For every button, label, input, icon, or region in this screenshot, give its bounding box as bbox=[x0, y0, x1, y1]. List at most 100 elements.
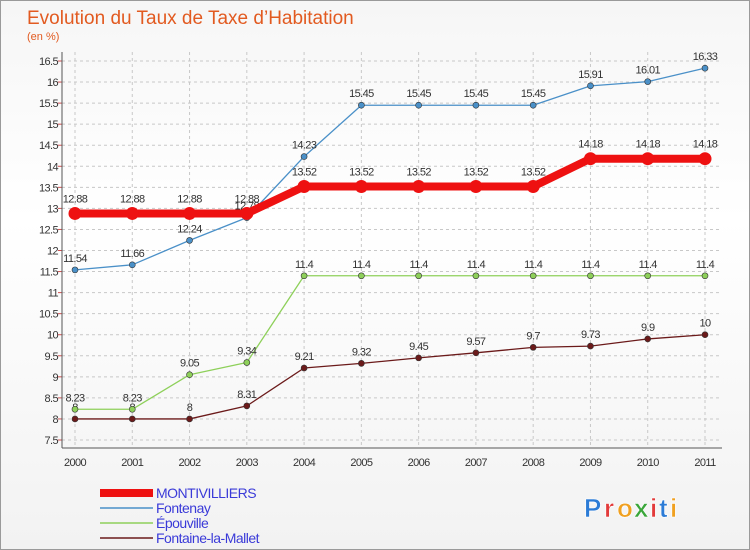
data-point bbox=[698, 152, 712, 166]
legend-label: Fontenay bbox=[156, 500, 211, 516]
data-label: 11.4 bbox=[581, 259, 600, 271]
data-point bbox=[358, 101, 365, 109]
y-tick-label: 10.5 bbox=[39, 309, 58, 321]
data-label: 11.4 bbox=[524, 259, 543, 271]
data-label: 13.52 bbox=[521, 166, 546, 178]
data-label: 8.31 bbox=[237, 389, 256, 401]
data-label: 12.88 bbox=[63, 193, 88, 205]
series-3: 12.88 12.88 12.88 12.88 13.52 13.52 13.52 13.52… bbox=[63, 139, 718, 220]
data-point bbox=[354, 179, 368, 193]
data-label: 9.34 bbox=[237, 346, 256, 358]
y-tick-label: 8.5 bbox=[45, 393, 59, 405]
data-point bbox=[125, 206, 139, 220]
data-label: 15.45 bbox=[464, 88, 489, 100]
y-tick-label: 11.5 bbox=[40, 267, 59, 279]
data-point bbox=[472, 101, 480, 109]
y-tick-label: 9 bbox=[52, 372, 58, 384]
data-point bbox=[415, 354, 422, 362]
data-label: 9.7 bbox=[526, 330, 540, 342]
data-label: 9.73 bbox=[581, 329, 600, 341]
data-point bbox=[701, 64, 709, 72]
data-label: 8 bbox=[187, 402, 193, 414]
y-tick-label: 7.5 bbox=[45, 435, 59, 447]
legend: MONTIVILLIERSFontenayÉpouvilleFontaine-l… bbox=[100, 485, 260, 546]
chart-title: Evolution du Taux de Taxe d’Habitation bbox=[27, 8, 354, 29]
data-point bbox=[412, 179, 426, 193]
data-label: 14.23 bbox=[292, 140, 317, 152]
data-label: 8.23 bbox=[65, 392, 84, 404]
logo-letter: t bbox=[659, 493, 668, 523]
data-point bbox=[240, 206, 254, 220]
data-point bbox=[300, 272, 308, 280]
x-tick-label: 2007 bbox=[465, 457, 488, 469]
data-label: 11.4 bbox=[352, 259, 371, 271]
y-tick-label: 13 bbox=[47, 203, 59, 215]
data-label: 12.88 bbox=[177, 193, 202, 205]
logo-letter: i bbox=[670, 493, 677, 523]
data-point bbox=[128, 405, 136, 413]
data-point bbox=[71, 405, 79, 413]
data-label: 11.66 bbox=[120, 248, 144, 260]
series-line bbox=[75, 334, 706, 420]
data-label: 8.23 bbox=[123, 392, 142, 404]
data-label: 9.21 bbox=[295, 351, 314, 363]
x-tick-label: 2009 bbox=[579, 457, 602, 469]
logo-letter: x bbox=[634, 493, 649, 523]
data-label: 14.18 bbox=[635, 139, 660, 151]
data-label: 9.32 bbox=[352, 346, 371, 358]
y-tick-label: 10 bbox=[47, 330, 59, 342]
x-tick-label: 2008 bbox=[522, 457, 545, 469]
data-point bbox=[68, 206, 82, 220]
data-label: 11.4 bbox=[295, 259, 314, 271]
data-label: 11.4 bbox=[696, 259, 715, 271]
data-point bbox=[128, 261, 136, 269]
y-tick-label: 15.5 bbox=[39, 98, 58, 110]
data-point bbox=[472, 272, 480, 280]
grid-lines bbox=[62, 52, 722, 447]
data-label: 11.54 bbox=[63, 253, 87, 265]
y-tick-label: 15 bbox=[47, 119, 59, 131]
data-point bbox=[297, 179, 311, 193]
data-label: 13.52 bbox=[349, 166, 374, 178]
data-point bbox=[243, 359, 251, 366]
data-point bbox=[186, 237, 193, 244]
y-tick-label: 14.5 bbox=[39, 140, 58, 152]
logo-letter: P bbox=[584, 493, 601, 523]
legend-label: Fontaine-la-Mallet bbox=[156, 530, 260, 546]
data-label: 12.24 bbox=[177, 223, 202, 235]
y-tick-label: 12.5 bbox=[39, 224, 58, 236]
series-0: 8888.319.219.329.459.579.79.739.910 bbox=[71, 318, 712, 423]
data-point bbox=[529, 344, 537, 351]
data-label: 9.9 bbox=[641, 322, 655, 334]
data-point bbox=[183, 206, 197, 220]
y-tick-label: 9.5 bbox=[45, 351, 59, 363]
x-tick-label: 2002 bbox=[179, 457, 202, 469]
data-point bbox=[186, 415, 193, 423]
data-label: 11.4 bbox=[410, 259, 429, 271]
y-tick-label: 14 bbox=[47, 161, 59, 173]
data-point bbox=[71, 266, 79, 274]
data-label: 12.88 bbox=[120, 193, 145, 205]
x-tick-label: 2001 bbox=[121, 457, 144, 469]
series-1: 8.23 8.23 9.05 9.34 11.4 11.4 11.4 11.4 11.4 11.4… bbox=[65, 259, 715, 413]
series-line bbox=[74, 67, 706, 271]
data-label: 14.18 bbox=[693, 139, 718, 151]
x-tick-label: 2006 bbox=[408, 457, 431, 469]
y-tick-label: 12 bbox=[47, 246, 59, 258]
data-point bbox=[415, 272, 422, 280]
data-point bbox=[641, 152, 655, 166]
series-layer: 8888.319.219.329.459.579.79.739.9108.238… bbox=[63, 51, 718, 423]
data-label: 13.52 bbox=[292, 166, 317, 178]
data-point bbox=[529, 101, 537, 109]
y-tick-label: 16 bbox=[47, 77, 59, 89]
data-point bbox=[358, 272, 365, 280]
data-label: 15.45 bbox=[349, 88, 374, 100]
data-label: 16.01 bbox=[635, 65, 660, 77]
chart-subtitle: (en %) bbox=[27, 31, 59, 43]
data-label: 15.91 bbox=[578, 69, 603, 81]
data-point bbox=[701, 331, 709, 339]
data-point bbox=[300, 153, 308, 160]
